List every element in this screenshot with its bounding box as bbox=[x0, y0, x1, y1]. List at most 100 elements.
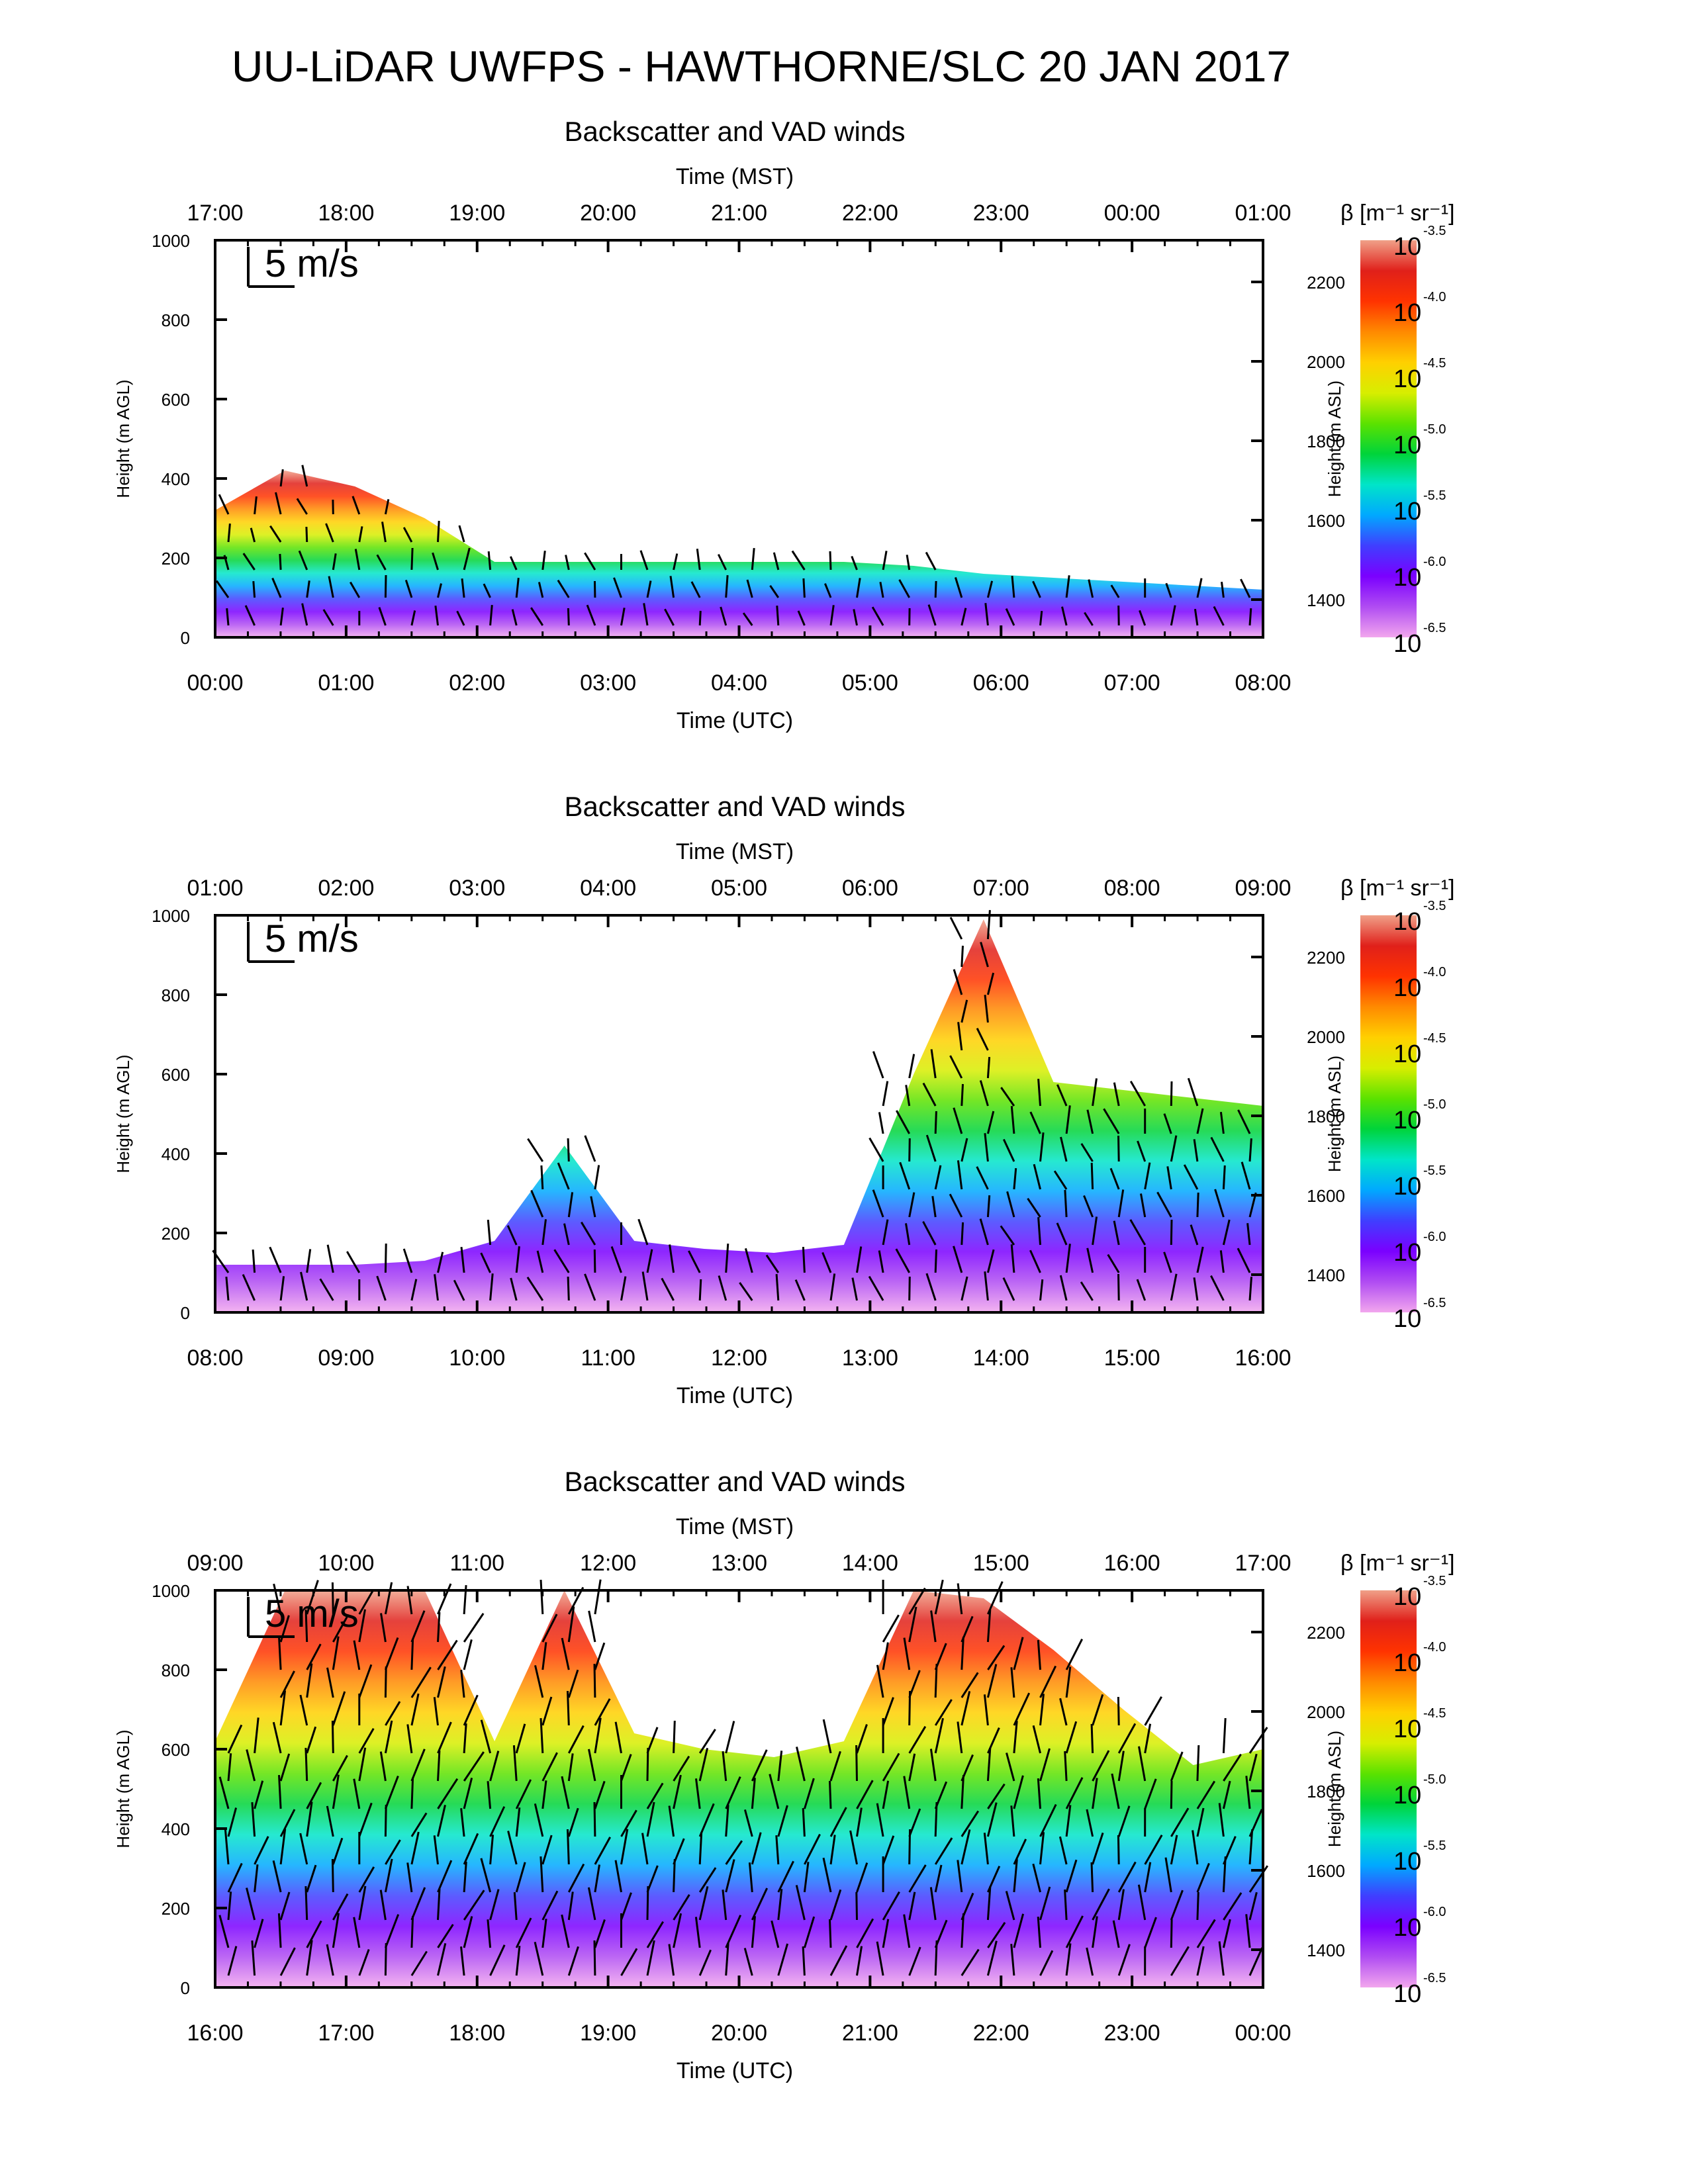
wind-arrow bbox=[803, 1916, 816, 1948]
wind-arrow bbox=[878, 1250, 884, 1273]
wind-arrow bbox=[669, 576, 675, 598]
wind-arrow bbox=[379, 1889, 387, 1921]
wind-arrow bbox=[906, 555, 911, 570]
wind-arrow bbox=[646, 1940, 655, 1976]
wind-arrow bbox=[987, 1922, 1006, 1948]
wind-arrow bbox=[1193, 1277, 1199, 1301]
wind-arrow bbox=[882, 1697, 894, 1726]
wind-arrow bbox=[515, 1862, 526, 1893]
wind-arrow bbox=[1222, 1718, 1227, 1754]
wind-arrow bbox=[925, 1134, 937, 1162]
wind-arrow bbox=[641, 1271, 649, 1301]
wind-arrow bbox=[384, 499, 390, 515]
wind-arrow bbox=[384, 574, 387, 598]
colorbar-tick-label: -6.5 bbox=[1423, 1296, 1446, 1310]
wind-arrow bbox=[593, 1249, 596, 1273]
wind-arrow bbox=[925, 1273, 937, 1301]
wind-arrow bbox=[1196, 1946, 1205, 1976]
wind-arrow bbox=[567, 1807, 579, 1837]
wind-arrow bbox=[410, 1777, 414, 1809]
wind-arrow bbox=[567, 1725, 585, 1754]
wind-arrow bbox=[620, 1276, 627, 1301]
wind-arrow bbox=[934, 1699, 953, 1726]
wind-arrow bbox=[483, 583, 491, 598]
y2-axis-label: Height (m ASL) bbox=[1325, 1731, 1344, 1847]
colorbar-base: 10 bbox=[1393, 1914, 1421, 1942]
wind-arrow bbox=[384, 1914, 400, 1948]
wind-arrow bbox=[326, 1944, 334, 1976]
top-tick-label: 02:00 bbox=[318, 876, 374, 901]
wind-arrow bbox=[306, 1663, 313, 1698]
wind-scale-arrows bbox=[247, 922, 295, 963]
wind-arrow bbox=[296, 498, 308, 515]
y2-tick-label: 1800 bbox=[1307, 1107, 1345, 1126]
wind-arrow bbox=[506, 1225, 518, 1246]
wind-arrow bbox=[581, 1221, 596, 1246]
wind-arrow bbox=[1111, 1773, 1120, 1809]
wind-arrow bbox=[1060, 1136, 1068, 1162]
wind-arrow bbox=[698, 1867, 717, 1893]
wind-arrow bbox=[1064, 1190, 1068, 1218]
panel-title: Backscatter and VAD winds bbox=[564, 116, 905, 147]
wind-arrow bbox=[899, 1161, 911, 1190]
wind-arrow bbox=[410, 1831, 420, 1865]
wind-arrow bbox=[306, 1920, 322, 1948]
wind-arrow bbox=[244, 605, 256, 626]
wind-arrow bbox=[698, 1886, 709, 1921]
wind-arrows bbox=[212, 909, 1257, 1301]
wind-arrow bbox=[463, 1833, 479, 1865]
wind-arrow bbox=[1065, 1915, 1084, 1948]
wind-arrow bbox=[587, 1887, 596, 1921]
wind-arrow bbox=[353, 1917, 361, 1948]
wind-arrow bbox=[822, 1857, 832, 1893]
top-tick-label: 03:00 bbox=[449, 876, 505, 901]
wind-arrow bbox=[434, 1274, 439, 1301]
wind-arrow bbox=[463, 1639, 473, 1670]
top-tick-label: 17:00 bbox=[1235, 1551, 1291, 1576]
wind-arrow bbox=[279, 1670, 295, 1698]
wind-arrow bbox=[987, 1783, 1006, 1809]
wind-arrow bbox=[934, 1249, 937, 1273]
y-tick-label: 800 bbox=[162, 1661, 190, 1680]
wind-arrow bbox=[908, 1864, 927, 1893]
wind-arrow bbox=[829, 1780, 832, 1809]
bottom-tick-label: 21:00 bbox=[842, 2021, 898, 2046]
bottom-tick-label: 04:00 bbox=[711, 670, 767, 696]
wind-arrow bbox=[437, 1666, 446, 1698]
wind-arrow bbox=[1039, 1803, 1057, 1837]
wind-arrow bbox=[725, 1859, 735, 1893]
wind-arrow bbox=[1064, 1889, 1068, 1921]
wind-arrow bbox=[903, 1776, 911, 1809]
wind-arrow bbox=[404, 579, 413, 598]
wind-arrow bbox=[1156, 1191, 1172, 1218]
wind-arrow bbox=[437, 1251, 444, 1273]
colorbar-label: β [m⁻¹ sr⁻¹] bbox=[1340, 201, 1455, 226]
wind-arrow bbox=[358, 1866, 375, 1893]
wind-arrow bbox=[908, 1891, 916, 1921]
wind-arrow bbox=[1129, 1219, 1146, 1246]
wind-arrow bbox=[1196, 1745, 1200, 1782]
wind-arrow bbox=[553, 1249, 570, 1273]
wind-arrow bbox=[332, 1691, 346, 1726]
wind-arrow bbox=[353, 1640, 361, 1670]
wind-arrow bbox=[1061, 606, 1068, 626]
colorbar-base: 10 bbox=[1393, 1305, 1421, 1333]
colorbar-tick-label: -6.5 bbox=[1423, 621, 1446, 635]
wind-arrow bbox=[1144, 1696, 1162, 1726]
wind-arrow bbox=[434, 606, 439, 626]
wind-arrow bbox=[1163, 1251, 1172, 1273]
wind-arrow bbox=[1065, 1721, 1078, 1754]
wind-arrow bbox=[227, 1946, 238, 1976]
wind-arrow bbox=[1086, 1947, 1094, 1976]
colorbar-tick-label: -4.5 bbox=[1423, 1706, 1446, 1721]
wind-arrow bbox=[1059, 1275, 1068, 1301]
wind-arrow bbox=[802, 1808, 806, 1837]
wind-arrow bbox=[673, 1774, 682, 1809]
wind-arrow bbox=[437, 1583, 452, 1615]
wind-arrow bbox=[1039, 1665, 1057, 1698]
colorbar-tick-label: -6.0 bbox=[1423, 1230, 1446, 1244]
wind-arrow bbox=[751, 1916, 756, 1948]
wind-arrow bbox=[1053, 1170, 1068, 1190]
wind-arrow bbox=[725, 1915, 742, 1948]
wind-arrow bbox=[1065, 1777, 1084, 1809]
